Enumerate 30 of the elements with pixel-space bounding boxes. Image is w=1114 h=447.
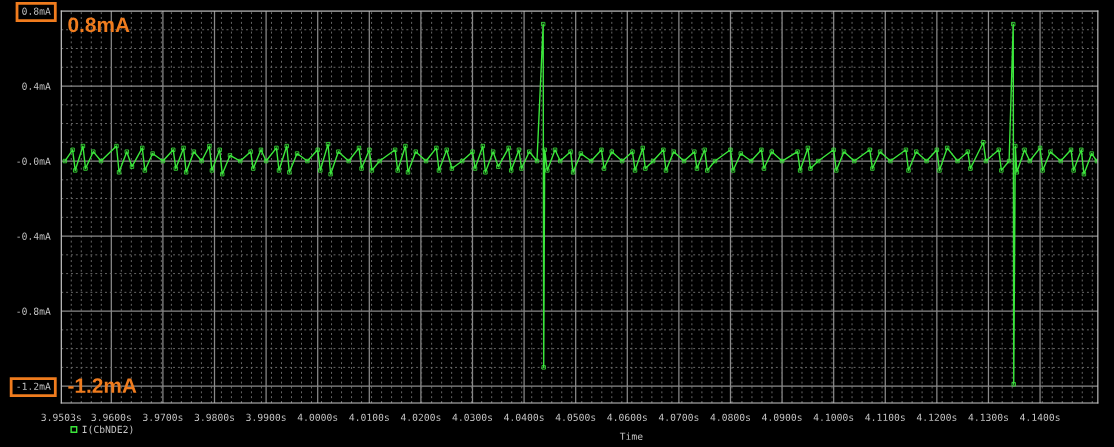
annotation: -1.2mA [68,378,137,393]
x-tick-label: 4.1300s [968,413,1008,422]
y-tick-label: -1.2mA [17,382,51,390]
x-tick-label: 4.1200s [916,413,957,422]
x-tick-label: 4.0100s [349,413,389,422]
y-tick-label: -0.0mA [17,157,51,165]
x-tick-label: 4.1400s [1020,413,1060,422]
x-tick-label: 4.1100s [865,413,905,422]
legend-label: I(CbNDE2) [82,425,133,435]
x-axis-title: Time [619,432,643,440]
x-tick-label: 3.9503s [41,413,81,422]
x-tick-label: 3.9800s [194,413,235,422]
x-tick-label: 4.0000s [297,413,338,422]
x-tick-label: 4.0800s [710,413,750,422]
x-tick-label: 3.9600s [91,413,131,422]
x-tick-label: 4.0500s [555,413,596,422]
x-tick-label: 4.0200s [400,413,441,422]
x-tick-label: 4.0600s [607,413,647,422]
x-tick-label: 4.0900s [762,413,802,422]
x-tick-label: 3.9700s [143,413,183,422]
x-tick-label: 4.0300s [452,413,493,422]
y-tick-label: 0.4mA [22,82,51,90]
x-tick-label: 3.9900s [246,413,286,422]
y-tick-label: 0.8mA [22,7,51,15]
x-tick-label: 4.0400s [504,413,544,422]
x-tick-label: 4.1000s [813,413,854,422]
y-tick-label: -0.4mA [17,232,51,240]
x-tick-label: 4.0700s [658,413,699,422]
y-tick-label: -0.8mA [17,307,51,315]
annotation: 0.8mA [68,17,130,33]
